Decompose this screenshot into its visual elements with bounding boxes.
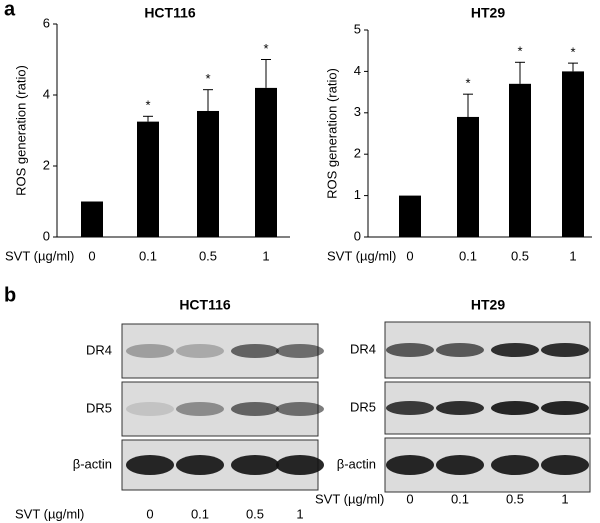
y-tick-label: 0 — [43, 228, 50, 243]
bar — [197, 110, 219, 237]
blot-band — [436, 343, 484, 357]
y-tick-label: 2 — [43, 157, 50, 172]
blot-band — [231, 455, 279, 475]
blot-band — [541, 455, 589, 475]
blot-lane-label: 0.5 — [246, 506, 264, 521]
x-tick-label: 0.1 — [459, 248, 477, 263]
significance-label: * — [145, 98, 150, 113]
blot-band — [176, 344, 224, 358]
bar — [399, 195, 421, 237]
y-axis-label: ROS generation (ratio) — [324, 68, 339, 199]
blot-band — [126, 344, 174, 358]
blot-lane-label: 0.1 — [451, 491, 469, 506]
chart-title: HCT116 — [144, 5, 196, 21]
bar — [137, 121, 159, 237]
significance-label: * — [517, 44, 522, 59]
y-tick-label: 4 — [354, 63, 361, 78]
blot-band — [126, 402, 174, 416]
significance-label: * — [205, 71, 210, 86]
x-tick-label: 0.5 — [511, 248, 529, 263]
y-tick-label: 4 — [43, 86, 50, 101]
bar — [509, 83, 531, 237]
x-tick-label: 0.5 — [199, 248, 217, 263]
y-tick-label: 2 — [354, 146, 361, 161]
blot-band — [386, 455, 434, 475]
blot-lane-label: 0.1 — [191, 506, 209, 521]
bar — [81, 201, 103, 237]
x-tick-label: 0.1 — [139, 248, 157, 263]
blot-band — [176, 402, 224, 416]
blot-band — [126, 455, 174, 475]
blot-row-label: DR5 — [86, 400, 112, 415]
x-tick-label: 1 — [569, 248, 576, 263]
blot-lane-label: 1 — [296, 506, 303, 521]
blot-band — [276, 455, 324, 475]
blot-x-label: SVT (µg/ml) — [315, 491, 384, 506]
blot-band — [176, 455, 224, 475]
panel-label: b — [4, 284, 16, 306]
bar — [255, 87, 277, 238]
x-axis-label: SVT (µg/ml) — [5, 248, 74, 263]
blot-band — [436, 401, 484, 415]
blot-x-label: SVT (µg/ml) — [15, 506, 84, 521]
blot-band — [541, 343, 589, 357]
blot-row-label: DR4 — [86, 342, 112, 357]
significance-label: * — [263, 41, 268, 56]
bar — [562, 71, 584, 238]
y-tick-label: 3 — [354, 104, 361, 119]
blot-band — [231, 402, 279, 416]
blot-row-label: DR4 — [350, 341, 376, 356]
y-axis-label: ROS generation (ratio) — [13, 65, 28, 196]
blot-lane-label: 0 — [146, 506, 153, 521]
blot-lane-label: 0 — [406, 491, 413, 506]
bar — [457, 116, 479, 237]
blot-lane-label: 1 — [561, 491, 568, 506]
blot-title: HCT116 — [179, 297, 231, 313]
y-tick-label: 0 — [354, 228, 361, 243]
blot-band — [541, 401, 589, 415]
x-tick-label: 0 — [88, 248, 95, 263]
significance-label: * — [465, 76, 470, 91]
x-tick-label: 1 — [262, 248, 269, 263]
significance-label: * — [570, 45, 575, 60]
y-tick-label: 5 — [354, 21, 361, 36]
blot-band — [491, 401, 539, 415]
blot-band — [386, 401, 434, 415]
chart-title: HT29 — [471, 5, 505, 21]
blot-row-label: β-actin — [73, 456, 112, 471]
panel-label: a — [4, 0, 16, 20]
blot-row-label: DR5 — [350, 399, 376, 414]
y-tick-label: 1 — [354, 187, 361, 202]
blot-title: HT29 — [471, 297, 505, 313]
x-axis-label: SVT (µg/ml) — [327, 248, 396, 263]
y-tick-label: 6 — [43, 15, 50, 30]
blot-band — [491, 343, 539, 357]
blot-lane-label: 0.5 — [506, 491, 524, 506]
blot-band — [231, 344, 279, 358]
blot-band — [386, 343, 434, 357]
blot-band — [276, 402, 324, 416]
blot-band — [276, 344, 324, 358]
blot-band — [436, 455, 484, 475]
blot-row-label: β-actin — [337, 456, 376, 471]
x-tick-label: 0 — [406, 248, 413, 263]
blot-band — [491, 455, 539, 475]
